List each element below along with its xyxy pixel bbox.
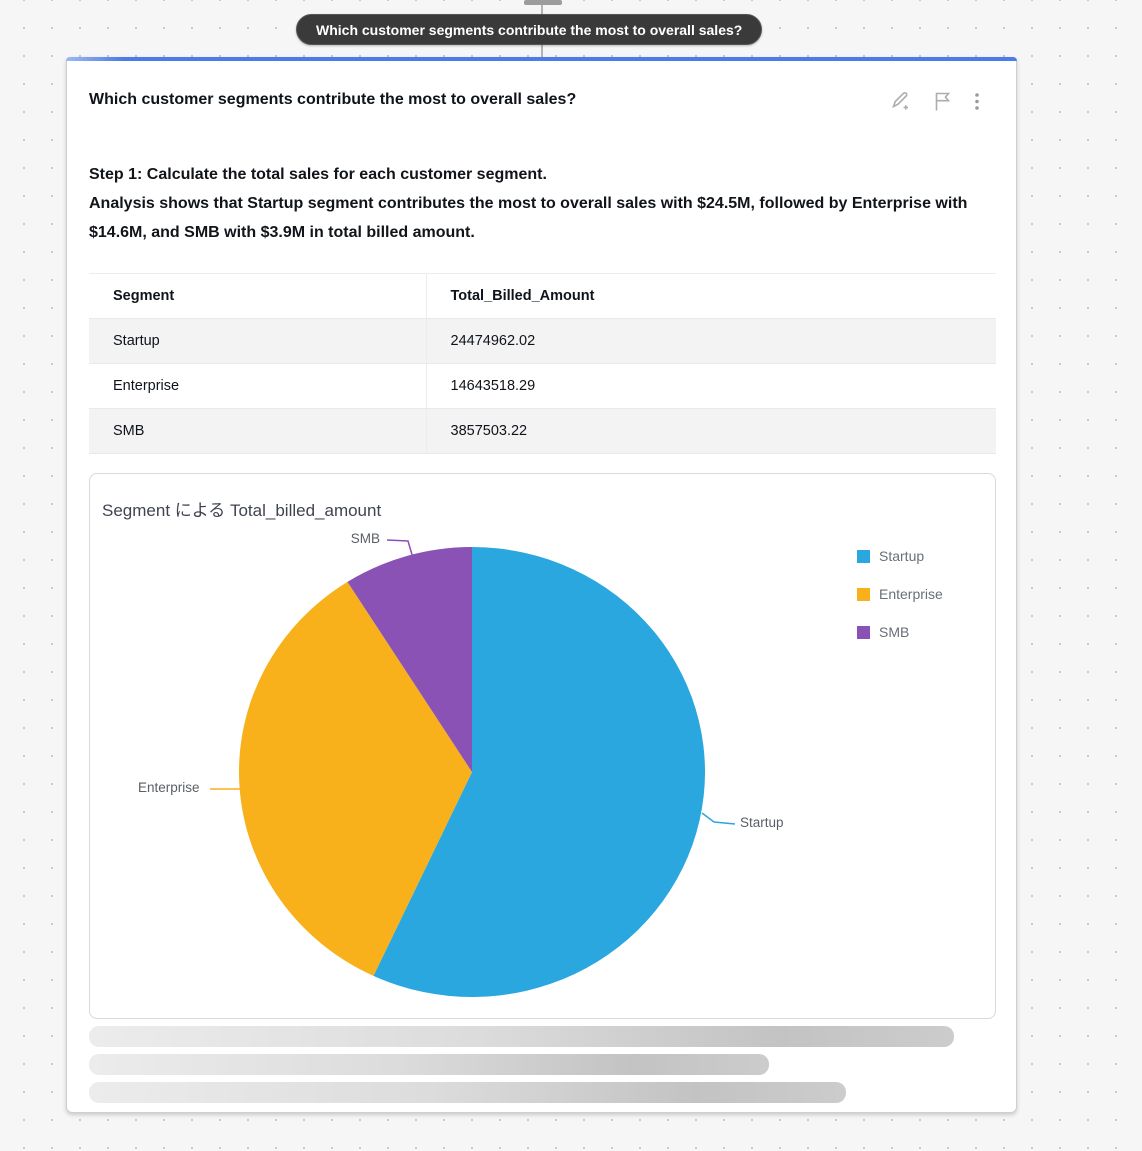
card-actions <box>888 89 982 114</box>
flag-icon <box>933 91 952 112</box>
pie-chart <box>238 547 706 997</box>
table-cell: Enterprise <box>89 363 426 409</box>
table-cell: SMB <box>89 408 426 454</box>
table-cell: 3857503.22 <box>425 408 996 454</box>
callout-label-smb: SMB <box>350 531 380 546</box>
table-header-row: Segment Total_Billed_Amount <box>89 273 996 319</box>
table-header-cell: Segment <box>89 273 426 319</box>
callout-label-enterprise: Enterprise <box>138 780 200 795</box>
chart-legend: Startup Enterprise SMB <box>857 548 943 662</box>
table-cell: 24474962.02 <box>425 318 996 364</box>
legend-swatch-icon <box>857 625 870 639</box>
table-header-cell: Total_Billed_Amount <box>425 273 996 319</box>
pencil-plus-icon <box>890 91 911 112</box>
pie-slice-smb[interactable] <box>347 547 472 772</box>
question-pill[interactable]: Which customer segments contribute the m… <box>296 14 763 45</box>
skeleton-bar <box>89 1054 769 1075</box>
card-header: Which customer segments contribute the m… <box>89 57 994 114</box>
edit-annotate-button[interactable] <box>888 89 913 114</box>
chart-title: Segment による Total_billed_amount <box>102 501 382 520</box>
flag-button[interactable] <box>931 89 954 114</box>
legend-swatch-icon <box>857 549 870 563</box>
legend-label: Startup <box>879 548 925 564</box>
table-cell: 14643518.29 <box>425 363 996 409</box>
kebab-menu-icon <box>974 91 980 112</box>
legend-item-enterprise[interactable]: Enterprise <box>857 586 943 602</box>
card-accent-bar <box>66 57 1017 61</box>
legend-item-startup[interactable]: Startup <box>857 548 943 564</box>
result-table: Segment Total_Billed_Amount Startup 244749… <box>89 273 996 454</box>
pie-chart-card: Segment による Total_billed_amount Startup E… <box>89 473 996 1019</box>
skeleton-bar <box>89 1026 954 1047</box>
analysis-summary-line: Analysis shows that Startup segment cont… <box>89 195 968 241</box>
analysis-text: Step 1: Calculate the total sales for ea… <box>89 160 994 247</box>
skeleton-bar <box>89 1082 846 1103</box>
analysis-step-line: Step 1: Calculate the total sales for ea… <box>89 166 547 183</box>
legend-swatch-icon <box>857 587 870 601</box>
callout-label-startup: Startup <box>740 815 784 830</box>
pie-slice-enterprise[interactable] <box>238 581 472 976</box>
thread-connector-handle[interactable] <box>524 0 562 5</box>
pie-slice-startup[interactable] <box>373 547 706 997</box>
table-row: Enterprise 14643518.29 <box>89 363 996 409</box>
table-cell: Startup <box>89 318 426 364</box>
table-row: Startup 24474962.02 <box>89 318 996 364</box>
more-options-button[interactable] <box>972 89 982 114</box>
table-row: SMB 3857503.22 <box>89 408 996 454</box>
card-title: Which customer segments contribute the m… <box>89 91 577 108</box>
legend-label: Enterprise <box>879 586 943 602</box>
answer-card: Which customer segments contribute the m… <box>66 57 1017 1113</box>
legend-item-smb[interactable]: SMB <box>857 624 943 640</box>
legend-label: SMB <box>879 624 910 640</box>
